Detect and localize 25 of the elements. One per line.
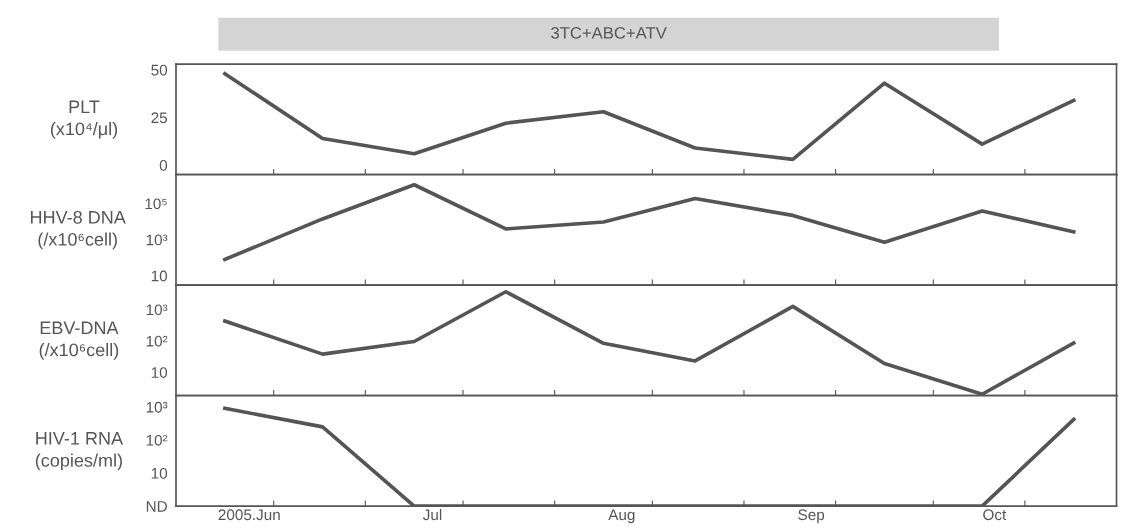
y-tick-label: 10³: [146, 401, 168, 413]
y-tick-label: 25: [151, 112, 168, 124]
x-tick-label: Jul: [422, 508, 442, 521]
y-axis-title: HHV-8 DNA (/x10⁶cell): [30, 210, 126, 250]
y-tick-label: 10⁵: [145, 198, 167, 210]
y-tick-label: 0: [159, 159, 168, 171]
y-tick-label: 10²: [146, 434, 168, 446]
y-tick-label: 10³: [146, 234, 168, 246]
line-series: [223, 182, 1076, 262]
x-tick-label: Sep: [798, 509, 825, 524]
y-tick-label: 10: [151, 367, 168, 378]
y-axis-title: PLT (x10⁴/μl): [50, 100, 118, 139]
x-tick-label: 2005.Jun: [218, 509, 280, 521]
x-tick-label: Aug: [608, 509, 635, 524]
y-tick-label: 10: [151, 467, 168, 479]
y-tick-label: 50: [151, 64, 168, 76]
y-tick-label: ND: [146, 501, 167, 512]
y-axis-title: EBV-DNA (/x10⁶cell): [39, 321, 119, 360]
y-tick-label: 10²: [146, 335, 168, 347]
chart-title: 3TC+ABC+ATV: [551, 26, 667, 39]
y-tick-label: 10: [151, 270, 168, 282]
y-axis-title: HIV-1 RNA (copies/ml): [35, 432, 124, 471]
x-tick-label: Oct: [983, 509, 1007, 521]
y-tick-label: 10³: [146, 304, 168, 316]
line-series: [223, 71, 1076, 162]
